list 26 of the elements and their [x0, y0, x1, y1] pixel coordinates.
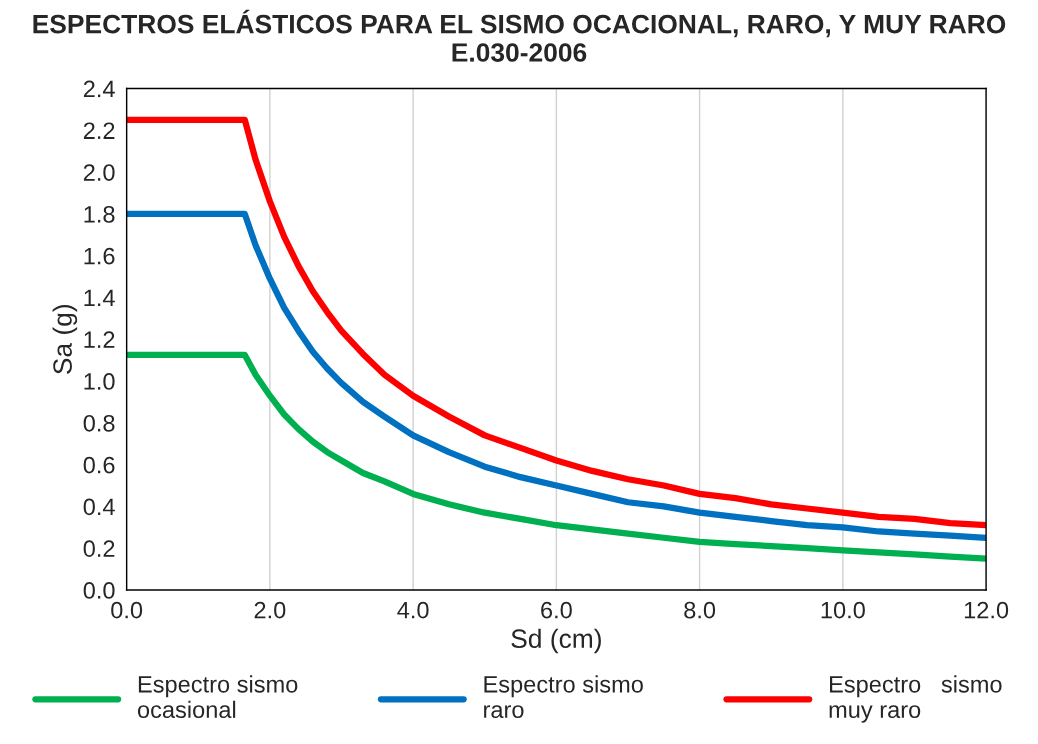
x-tick-label: 10.0	[821, 601, 865, 619]
y-tick-label: 1.2	[84, 331, 115, 348]
chart-title: ESPECTROS ELÁSTICOS PARA EL SISMO OCACIONAL, RARO, Y MUY RARO E.030-2006	[33, 9, 1006, 62]
legend-label: Espectro sismo raro	[484, 675, 643, 719]
x-tick-label: 6.0	[541, 601, 572, 619]
x-tick-label: 2.0	[254, 601, 286, 619]
y-tick-label: 2.2	[83, 122, 115, 139]
y-tick-label: 0.6	[83, 456, 115, 474]
y-tick-label: 2.4	[83, 80, 115, 98]
legend-label: Espectro sismo ocasional	[137, 675, 298, 719]
y-axis-title: Sa (g)	[52, 304, 78, 374]
x-tick-label: 4.0	[397, 601, 429, 619]
y-tick-label: 1.8	[84, 205, 115, 223]
y-tick-label: 1.6	[84, 247, 115, 265]
y-tick-label: 1.0	[84, 373, 115, 390]
x-tick-label: 12.0	[964, 601, 1009, 619]
y-tick-label: 1.4	[84, 289, 115, 307]
y-tick-label: 0.8	[83, 414, 115, 432]
y-tick-label: 2.0	[83, 164, 115, 181]
legend-label: Espectro sismo muy raro	[829, 675, 1002, 723]
y-tick-label: 0.0	[83, 582, 115, 599]
y-tick-label: 0.4	[83, 498, 115, 516]
x-tick-label: 8.0	[684, 601, 716, 619]
x-tick-label: 0.0	[111, 601, 143, 619]
x-axis-title: Sd (cm)	[511, 628, 601, 654]
y-tick-label: 0.2	[83, 540, 115, 557]
